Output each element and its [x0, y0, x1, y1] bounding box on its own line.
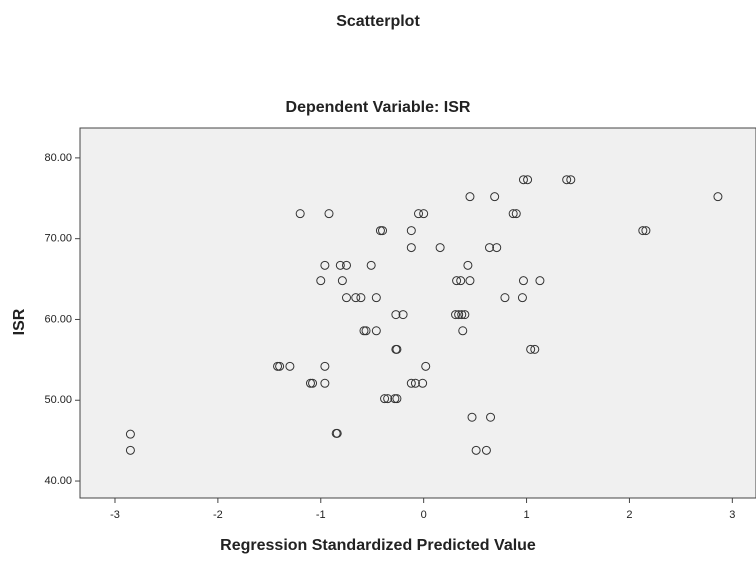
x-tick-label: 1	[523, 509, 529, 521]
x-axis-label: Regression Standardized Predicted Value	[220, 537, 536, 554]
chart-title: Scatterplot	[336, 13, 420, 30]
x-tick-label: -1	[316, 509, 326, 521]
x-tick-label: 3	[729, 509, 735, 521]
y-tick-label: 50.00	[44, 394, 72, 406]
y-tick-label: 40.00	[44, 475, 72, 487]
x-tick-label: 0	[421, 509, 427, 521]
chart-subtitle: Dependent Variable: ISR	[286, 99, 471, 116]
plot-area	[80, 128, 756, 498]
x-tick-label: 2	[626, 509, 632, 521]
y-tick-label: 70.00	[44, 233, 72, 245]
x-tick-label: -3	[110, 509, 120, 521]
y-tick-label: 80.00	[44, 152, 72, 164]
y-tick-label: 60.00	[44, 313, 72, 325]
chart: Scatterplot Dependent Variable: ISR Regr…	[0, 0, 756, 558]
x-tick-label: -2	[213, 509, 223, 521]
y-axis-label: ISR	[11, 308, 28, 335]
